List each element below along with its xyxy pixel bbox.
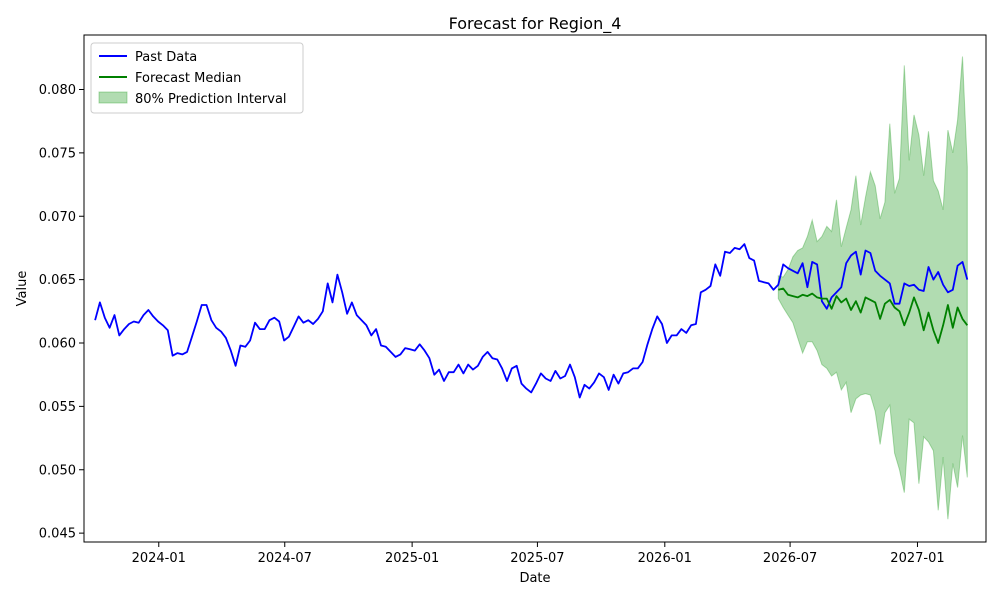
y-tick-label: 0.050	[39, 463, 76, 478]
past-data-line	[94, 243, 969, 399]
x-tick-label: 2024-07	[258, 551, 312, 566]
prediction-interval-area	[777, 56, 968, 520]
y-tick-label: 0.065	[39, 273, 76, 288]
x-axis-label: Date	[519, 571, 550, 586]
chart-title: Forecast for Region_4	[449, 14, 622, 34]
y-tick-label: 0.075	[39, 146, 76, 161]
forecast-median-line	[778, 287, 969, 344]
x-tick-label: 2027-01	[890, 551, 944, 566]
x-tick-label: 2026-07	[763, 551, 817, 566]
y-axis: 0.045 0.050 0.055 0.060 0.065 0.070 0.075 0.080	[39, 83, 84, 542]
legend-label-past: Past Data	[135, 50, 197, 65]
x-tick-label: 2025-07	[510, 551, 564, 566]
y-tick-label: 0.070	[39, 210, 76, 225]
legend-swatch-interval	[98, 91, 128, 104]
y-tick-label: 0.045	[39, 527, 76, 542]
plot-frame	[83, 34, 987, 543]
legend-box	[90, 42, 304, 114]
legend-label-interval: 80% Prediction Interval	[135, 92, 287, 107]
y-axis-label: Value	[15, 271, 30, 307]
legend-label-median: Forecast Median	[135, 71, 241, 86]
x-tick-label: 2026-01	[638, 551, 692, 566]
x-axis: 2024-01 2024-07 2025-01 2025-07 2026-01 2026-…	[132, 542, 945, 566]
legend: Past Data Forecast Median 80% Prediction…	[90, 42, 304, 114]
x-tick-label: 2025-01	[385, 551, 439, 566]
y-tick-label: 0.060	[39, 337, 76, 352]
y-tick-label: 0.080	[39, 83, 76, 98]
plot-area	[94, 56, 969, 520]
y-tick-label: 0.055	[39, 400, 76, 415]
x-tick-label: 2024-01	[132, 551, 186, 566]
